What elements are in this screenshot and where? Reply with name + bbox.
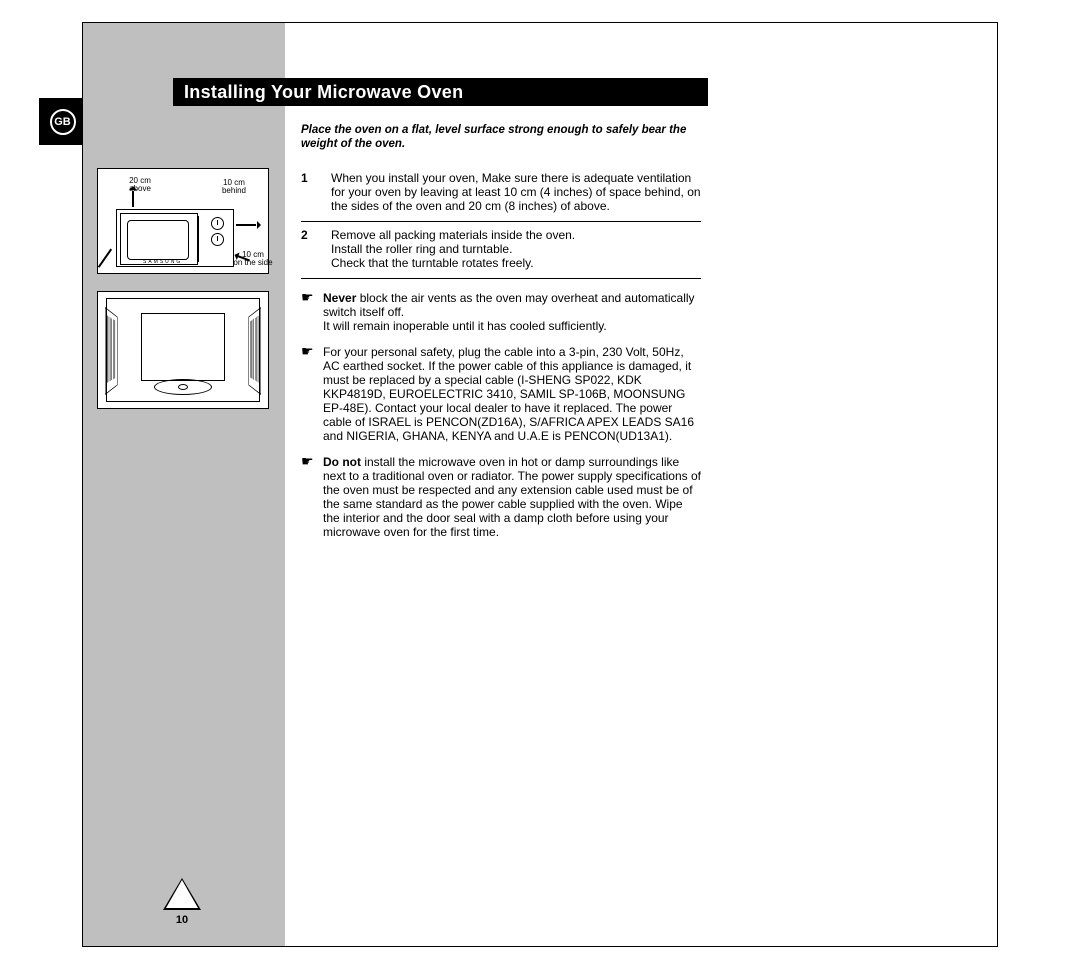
note-body-text: For your personal safety, plug the cable…: [323, 345, 694, 443]
note-text: Do not install the microwave oven in hot…: [323, 455, 701, 539]
microwave-body-icon: SAMSUNG: [116, 209, 234, 267]
interior-frame-icon: [106, 298, 260, 402]
language-badge: GB: [39, 98, 86, 145]
vent-icon: [107, 315, 116, 353]
steps-list: 1When you install your oven, Make sure t…: [301, 165, 701, 279]
pointer-icon: ☛: [301, 291, 323, 333]
note-row: ☛For your personal safety, plug the cabl…: [301, 345, 701, 443]
note-body-text: block the air vents as the oven may over…: [323, 291, 695, 333]
note-bold: Do not: [323, 455, 361, 469]
pointer-icon: ☛: [301, 455, 323, 539]
content-column: Place the oven on a flat, level surface …: [301, 123, 701, 551]
arrow-above-icon: [132, 191, 134, 207]
door-left-icon: [105, 307, 117, 395]
diagram-interior: [97, 291, 269, 409]
notes-list: ☛Never block the air vents as the oven m…: [301, 291, 701, 539]
section-title: Installing Your Microwave Oven: [184, 82, 463, 103]
step-number: 1: [301, 171, 331, 213]
microwave-brand-label: SAMSUNG: [143, 259, 182, 265]
microwave-panel-icon: [205, 214, 229, 264]
step-row: 1When you install your oven, Make sure t…: [301, 165, 701, 222]
note-text: For your personal safety, plug the cable…: [323, 345, 701, 443]
intro-text: Place the oven on a flat, level surface …: [301, 123, 701, 151]
label-clearance-behind: 10 cm behind: [214, 179, 254, 195]
arrow-behind-icon: [236, 224, 256, 226]
cavity-icon: [141, 313, 225, 381]
section-title-bar: Installing Your Microwave Oven: [173, 78, 708, 106]
vent-icon: [250, 315, 259, 353]
note-bold: Never: [323, 291, 356, 305]
note-text: Never block the air vents as the oven ma…: [323, 291, 701, 333]
perspective-line-icon: [98, 249, 112, 268]
language-badge-label: GB: [50, 109, 76, 135]
note-body-text: install the microwave oven in hot or dam…: [323, 455, 701, 539]
page-number-marker: 10: [163, 878, 201, 926]
step-number: 2: [301, 228, 331, 270]
microwave-window-icon: [127, 220, 189, 260]
vent-icon: [107, 353, 116, 382]
door-right-icon: [249, 307, 261, 395]
step-text: Remove all packing materials inside the …: [331, 228, 701, 270]
pointer-icon: ☛: [301, 345, 323, 443]
step-text: When you install your oven, Make sure th…: [331, 171, 701, 213]
knob-icon: [211, 233, 224, 246]
page-number: 10: [163, 914, 201, 926]
knob-icon: [211, 217, 224, 230]
vent-icon: [250, 353, 259, 382]
note-row: ☛Do not install the microwave oven in ho…: [301, 455, 701, 539]
sidebar: [83, 23, 285, 946]
microwave-door-icon: [120, 213, 198, 265]
label-clearance-above: 20 cm above: [120, 177, 160, 193]
turntable-icon: [154, 379, 212, 395]
note-row: ☛Never block the air vents as the oven m…: [301, 291, 701, 333]
step-row: 2Remove all packing materials inside the…: [301, 222, 701, 279]
triangle-icon: [163, 878, 201, 910]
diagram-clearances: 20 cm above 10 cm behind 10 cm on the si…: [97, 168, 269, 274]
page: Installing Your Microwave Oven 20 cm abo…: [82, 22, 998, 947]
microwave-handle-icon: [197, 216, 203, 262]
